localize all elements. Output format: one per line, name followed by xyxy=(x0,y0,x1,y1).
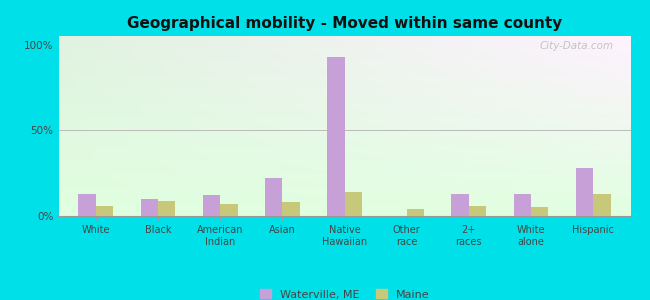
Bar xyxy=(469,206,486,216)
Bar xyxy=(220,204,237,216)
Bar xyxy=(514,194,531,216)
Bar xyxy=(531,207,549,216)
Bar xyxy=(158,201,176,216)
Bar xyxy=(265,178,282,216)
Bar xyxy=(327,57,344,216)
Bar xyxy=(140,199,158,216)
Legend: Waterville, ME, Maine: Waterville, ME, Maine xyxy=(255,285,434,300)
Bar xyxy=(79,194,96,216)
Bar xyxy=(344,192,362,216)
Bar xyxy=(593,194,610,216)
Bar xyxy=(576,168,593,216)
Bar xyxy=(203,195,220,216)
Text: City-Data.com: City-Data.com xyxy=(540,41,614,51)
Bar xyxy=(96,206,113,216)
Bar xyxy=(452,194,469,216)
Bar xyxy=(407,209,424,216)
Bar xyxy=(282,202,300,216)
Title: Geographical mobility - Moved within same county: Geographical mobility - Moved within sam… xyxy=(127,16,562,31)
